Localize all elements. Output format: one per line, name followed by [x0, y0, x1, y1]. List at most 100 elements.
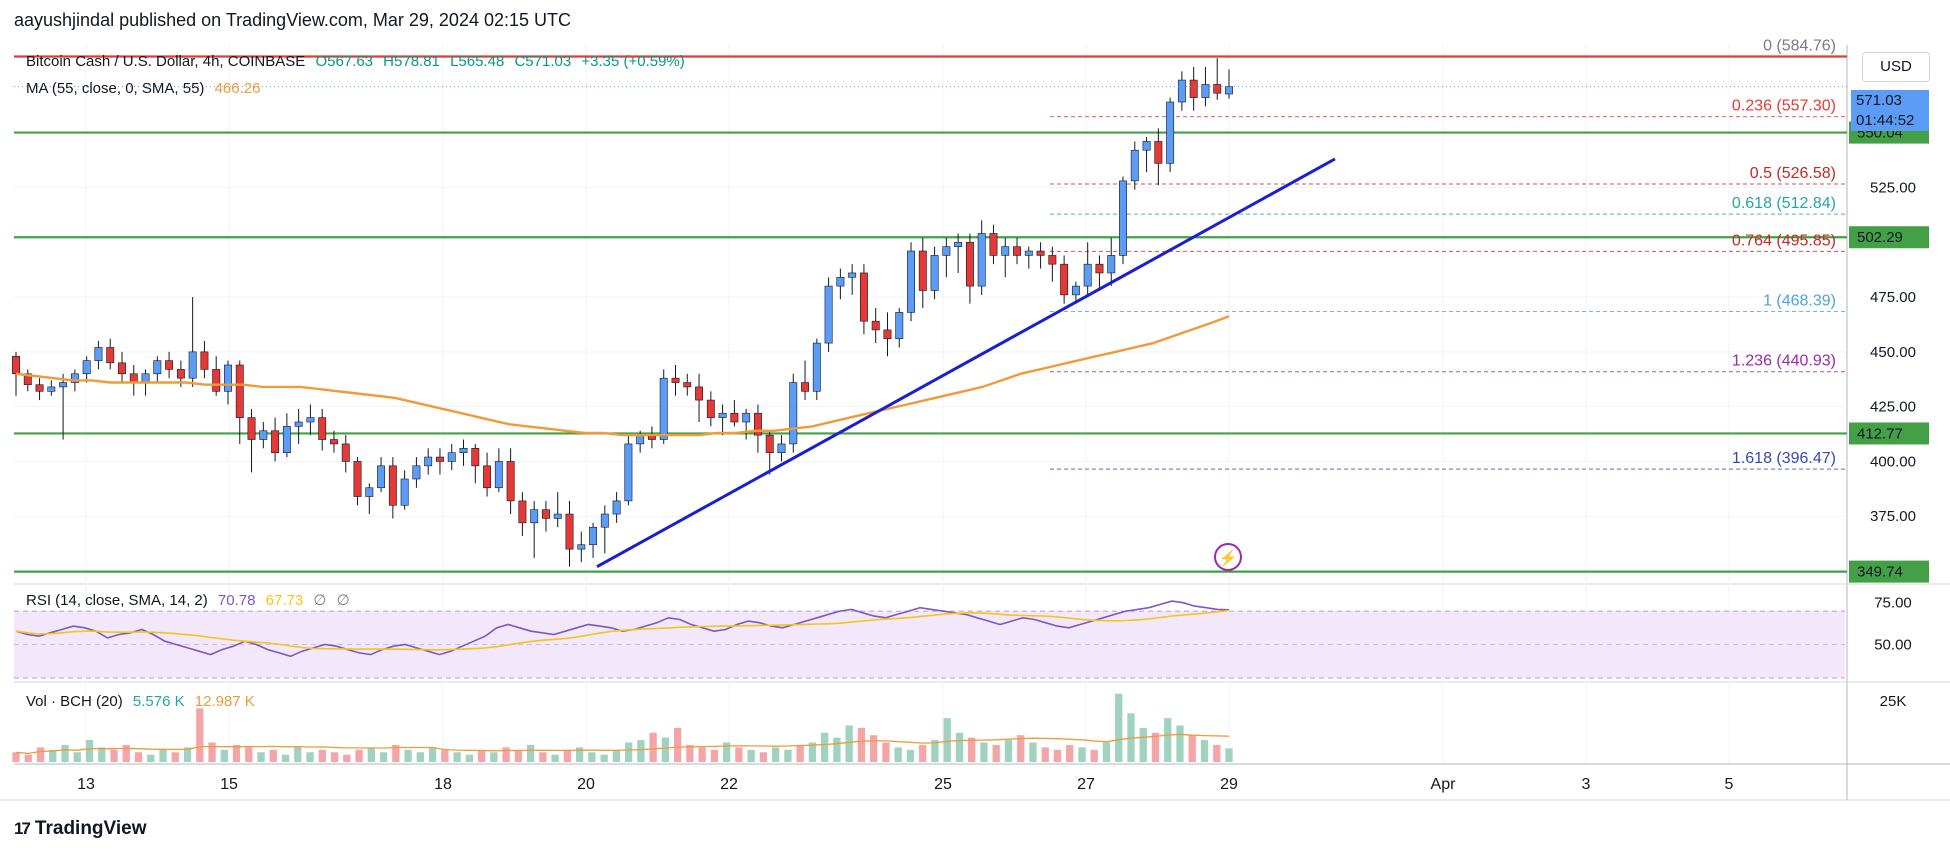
candle-body — [483, 465, 492, 489]
volume-bar — [882, 742, 890, 762]
ma-line — [15, 315, 1230, 437]
chart-background — [0, 45, 1950, 800]
candles-group — [12, 58, 1233, 567]
volume-bar — [49, 749, 57, 762]
candle-body — [871, 320, 880, 331]
candle-body — [695, 386, 703, 401]
volume-bar — [1029, 742, 1037, 762]
candle-body — [176, 369, 185, 379]
candle-body — [106, 347, 115, 364]
candle-body — [671, 377, 680, 383]
candle-body — [1119, 180, 1127, 256]
candle-body — [683, 382, 692, 388]
currency-button[interactable]: USD — [1862, 52, 1930, 82]
volume-bar — [980, 742, 988, 762]
candle-body — [883, 329, 892, 340]
time-tick-label: Apr — [1431, 776, 1457, 793]
candle-body — [165, 360, 174, 370]
rsi-extra-2: ∅ — [336, 592, 350, 609]
volume-bar — [477, 749, 486, 762]
volume-bar — [1041, 747, 1049, 762]
rsi-legend[interactable]: RSI (14, close, SMA, 14, 2) 70.78 67.73 … — [26, 591, 356, 609]
volume-bar — [416, 752, 424, 762]
candle-body — [589, 526, 598, 546]
candle-body — [718, 412, 727, 418]
countdown-tag: 01:44:52 — [1851, 110, 1929, 131]
volume-bar — [1115, 693, 1123, 762]
candle-body — [506, 461, 515, 502]
candle-body — [235, 364, 244, 418]
candle-body — [447, 452, 456, 462]
ohlc-high: H578.81 — [383, 53, 440, 70]
volume-bar — [796, 744, 804, 762]
time-tick-label: 25 — [934, 776, 952, 793]
candle-body — [612, 500, 621, 515]
candle-body — [1083, 263, 1092, 287]
volume-bar — [196, 708, 204, 762]
ma-legend[interactable]: MA (55, close, 0, SMA, 55) 466.26 — [26, 80, 266, 97]
rsi-value: 70.78 — [217, 592, 256, 609]
price-tick-label: 450.00 — [1870, 344, 1916, 361]
fib-level-label: 0.618 (512.84) — [1732, 195, 1836, 212]
fib-level-label: 1 (468.39) — [1763, 293, 1836, 310]
candle-body — [1060, 263, 1069, 296]
volume-bar — [1176, 725, 1184, 762]
volume-label: Vol · BCH (20) — [26, 693, 123, 710]
volume-bar — [1004, 740, 1013, 762]
volume-bar — [1200, 740, 1209, 762]
time-tick-label: 15 — [220, 776, 238, 793]
event-marker-icon — [1214, 543, 1242, 571]
price-change: +3.35 (+0.59%) — [581, 53, 685, 70]
volume-bar — [122, 744, 130, 762]
volume-bar — [563, 749, 572, 762]
candle-body — [1142, 141, 1151, 151]
volume-bar — [98, 747, 106, 762]
candle-body — [1189, 79, 1198, 98]
ohlc-open: O567.63 — [315, 53, 373, 70]
tradingview-logo[interactable]: 17 TradingView — [14, 818, 147, 840]
rsi-extra-1: ∅ — [313, 592, 327, 609]
volume-legend[interactable]: Vol · BCH (20) 5.576 K 12.987 K — [26, 693, 261, 710]
volume-bar — [992, 744, 1000, 762]
candle-body — [70, 373, 79, 383]
volume-bar — [269, 749, 277, 762]
candle-body — [353, 461, 362, 497]
volume-bar — [955, 732, 964, 762]
candle-body — [954, 241, 963, 247]
ohlc-low: L565.48 — [450, 53, 505, 70]
volume-bar — [85, 740, 94, 762]
candle-body — [118, 362, 126, 375]
candle-body — [765, 434, 774, 453]
candle-body — [1024, 250, 1033, 256]
fib-level-label: 0 (584.76) — [1763, 37, 1836, 54]
volume-bar — [294, 747, 302, 762]
support-price-label: 412.77 — [1857, 425, 1903, 442]
rsi-sma-value: 67.73 — [265, 592, 304, 609]
volume-bar — [1188, 735, 1196, 762]
candle-body — [153, 360, 162, 375]
candle-body — [318, 417, 327, 440]
time-tick-label: 29 — [1220, 776, 1238, 793]
volume-tick-label: 25K — [1880, 693, 1907, 710]
candle-body — [23, 373, 32, 386]
candle-body — [801, 382, 809, 392]
volume-bar — [220, 749, 228, 762]
volume-bar — [1225, 748, 1233, 762]
candle-body — [282, 426, 291, 453]
candle-body — [1013, 246, 1021, 256]
candle-body — [1130, 149, 1139, 182]
volume-bar — [845, 725, 853, 762]
volume-bar — [698, 747, 706, 762]
volume-bar — [318, 749, 326, 762]
volume-value: 5.576 K — [132, 693, 185, 710]
symbol-title[interactable]: Bitcoin Cash / U.S. Dollar, 4h, COINBASE — [26, 53, 306, 70]
price-tick-label: 425.00 — [1870, 399, 1916, 416]
volume-bar — [1151, 732, 1160, 762]
candle-body — [836, 277, 845, 287]
fib-level-label: 0.236 (557.30) — [1732, 98, 1836, 115]
ascending-trendline — [596, 157, 1336, 568]
volume-bar — [441, 749, 449, 762]
volume-bar — [772, 747, 780, 762]
volume-bar — [600, 754, 608, 762]
